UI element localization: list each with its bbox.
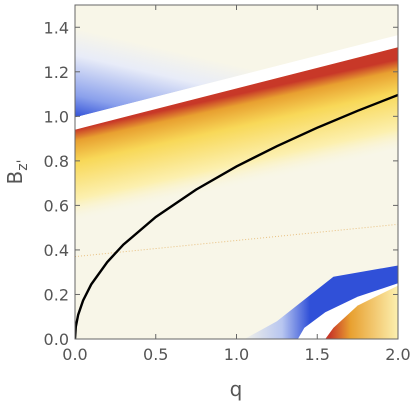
- y-axis-label: Bz': [3, 160, 31, 185]
- faint-dotted-line: [75, 223, 398, 258]
- x-tick-label: 2.0: [385, 345, 410, 364]
- upper-white-gap: [75, 35, 398, 130]
- y-tick-label: 0.6: [44, 196, 69, 215]
- x-tick-label: 1.5: [305, 345, 330, 364]
- x-tick-label: 0.5: [143, 345, 168, 364]
- x-axis-ticks: 0.0 0.5 1.0 1.5 2.0: [62, 5, 411, 364]
- y-tick-label: 0.2: [44, 285, 69, 304]
- x-tick-label: 0.0: [62, 345, 87, 364]
- y-tick-label: 0.8: [44, 152, 69, 171]
- y-axis-label-subscript: z': [15, 160, 31, 171]
- curve-series: [75, 93, 398, 339]
- y-tick-label: 1.0: [44, 107, 69, 126]
- x-axis-label: q: [230, 377, 243, 401]
- lower-right-warm-region: [325, 285, 398, 339]
- heatmap-layer: [75, 5, 398, 339]
- y-tick-label: 1.2: [44, 63, 69, 82]
- y-tick-label: 0.0: [44, 330, 69, 349]
- y-axis-label-main: B: [3, 171, 27, 185]
- upper-blue-region: [75, 5, 398, 118]
- y-axis-ticks: 0.0 0.2 0.4 0.6 0.8 1.0 1.2 1.4: [44, 18, 398, 349]
- upper-warm-band: [75, 47, 398, 230]
- y-tick-label: 0.4: [44, 241, 69, 260]
- x-tick-label: 1.0: [224, 345, 249, 364]
- y-tick-label: 1.4: [44, 18, 69, 37]
